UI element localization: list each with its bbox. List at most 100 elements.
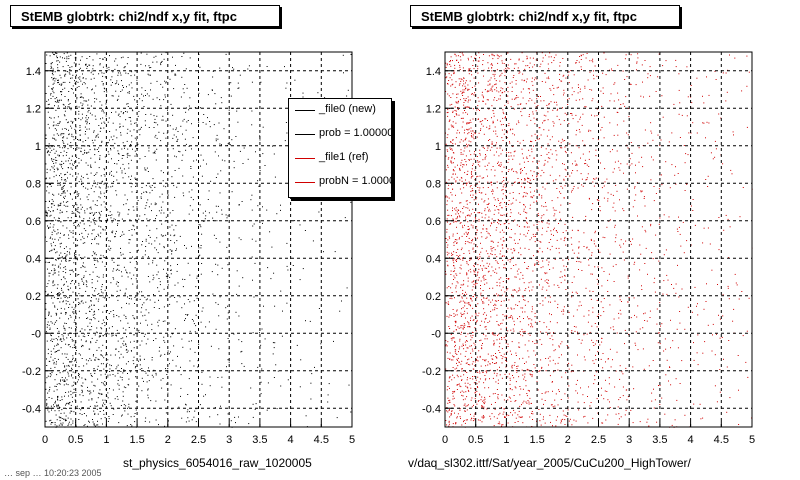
data-point	[117, 211, 119, 213]
data-point	[318, 308, 320, 309]
data-point	[503, 408, 505, 410]
data-point	[534, 367, 536, 369]
data-point	[347, 89, 349, 91]
data-point	[492, 393, 494, 395]
data-point	[114, 68, 116, 70]
data-point	[94, 98, 96, 99]
legend[interactable]: _file0 (new) prob = 1.000000 _file1 (ref…	[288, 98, 392, 198]
data-point	[478, 132, 480, 134]
data-point	[47, 268, 48, 270]
data-point	[457, 248, 459, 250]
data-point	[129, 272, 131, 274]
data-point	[501, 394, 503, 396]
data-point	[64, 57, 66, 59]
data-point	[526, 212, 528, 214]
data-point	[135, 261, 137, 262]
data-point	[501, 377, 503, 379]
data-point	[450, 223, 452, 225]
data-point	[67, 373, 69, 375]
data-point	[84, 210, 86, 212]
data-point	[184, 279, 186, 280]
data-point	[106, 67, 108, 69]
data-point	[122, 395, 124, 397]
data-point	[466, 272, 468, 274]
data-point	[447, 254, 449, 256]
data-point	[524, 373, 526, 375]
data-point	[472, 350, 474, 352]
data-point	[470, 213, 472, 215]
data-point	[483, 402, 485, 404]
data-point	[488, 387, 490, 389]
data-point	[193, 300, 195, 302]
data-point	[450, 85, 452, 87]
data-point	[145, 95, 146, 96]
data-point	[70, 337, 72, 338]
data-point	[480, 251, 482, 253]
data-point	[72, 236, 74, 238]
data-point	[96, 183, 98, 185]
data-point	[217, 264, 219, 266]
data-point	[446, 410, 448, 412]
data-point	[74, 118, 76, 120]
data-point	[462, 300, 464, 302]
data-point	[120, 134, 122, 136]
data-point	[134, 267, 136, 269]
data-point	[112, 270, 114, 272]
data-point	[81, 113, 83, 115]
data-point	[180, 387, 182, 389]
data-point	[55, 312, 57, 314]
data-point	[63, 412, 65, 414]
data-point	[68, 403, 70, 405]
data-point	[170, 351, 171, 353]
data-point	[123, 404, 125, 406]
data-point	[116, 281, 118, 283]
data-point	[54, 238, 56, 240]
data-point	[482, 371, 484, 373]
scatter-plot-right[interactable]: 0 0.5 1 1.5 2 2.5 3 3.5 4 4.5 5-0.4-0.2-00.20.40.6…	[400, 0, 800, 480]
data-point	[130, 278, 132, 280]
data-point	[532, 113, 534, 115]
data-point	[69, 251, 70, 253]
data-point	[502, 240, 504, 242]
data-point	[100, 214, 102, 216]
data-point	[50, 405, 52, 407]
data-point	[66, 220, 68, 222]
data-point	[477, 264, 479, 266]
data-point	[63, 204, 65, 206]
data-point	[468, 358, 470, 360]
data-point	[88, 307, 90, 309]
data-point	[511, 389, 513, 391]
data-point	[101, 140, 103, 142]
data-point	[466, 340, 467, 342]
data-point	[512, 192, 514, 193]
data-point	[470, 305, 471, 307]
data-point	[470, 190, 472, 192]
data-point	[151, 374, 153, 376]
data-point	[491, 63, 493, 65]
data-point	[160, 64, 162, 66]
data-point	[286, 82, 288, 84]
data-point	[95, 267, 97, 268]
data-point	[104, 381, 106, 382]
scatter-plot-left[interactable]: 0 0.5 1 1.5 2 2.5 3 3.5 4 4.5 5-0.4-0.2-00.20.40.6…	[0, 0, 400, 480]
data-point	[472, 248, 474, 250]
data-point	[273, 377, 275, 378]
data-point	[451, 200, 453, 202]
data-point	[447, 357, 449, 359]
data-point	[497, 198, 499, 200]
data-point	[148, 206, 150, 208]
data-point	[507, 288, 509, 290]
data-point	[58, 134, 60, 136]
data-point	[130, 186, 132, 188]
data-point	[456, 93, 458, 95]
data-point	[477, 303, 479, 305]
data-point	[526, 222, 528, 224]
data-point	[534, 133, 536, 135]
data-point	[102, 66, 104, 68]
data-point	[50, 367, 52, 369]
data-point	[454, 346, 456, 348]
data-point	[501, 244, 503, 246]
data-point	[483, 97, 484, 99]
data-point	[92, 271, 94, 273]
